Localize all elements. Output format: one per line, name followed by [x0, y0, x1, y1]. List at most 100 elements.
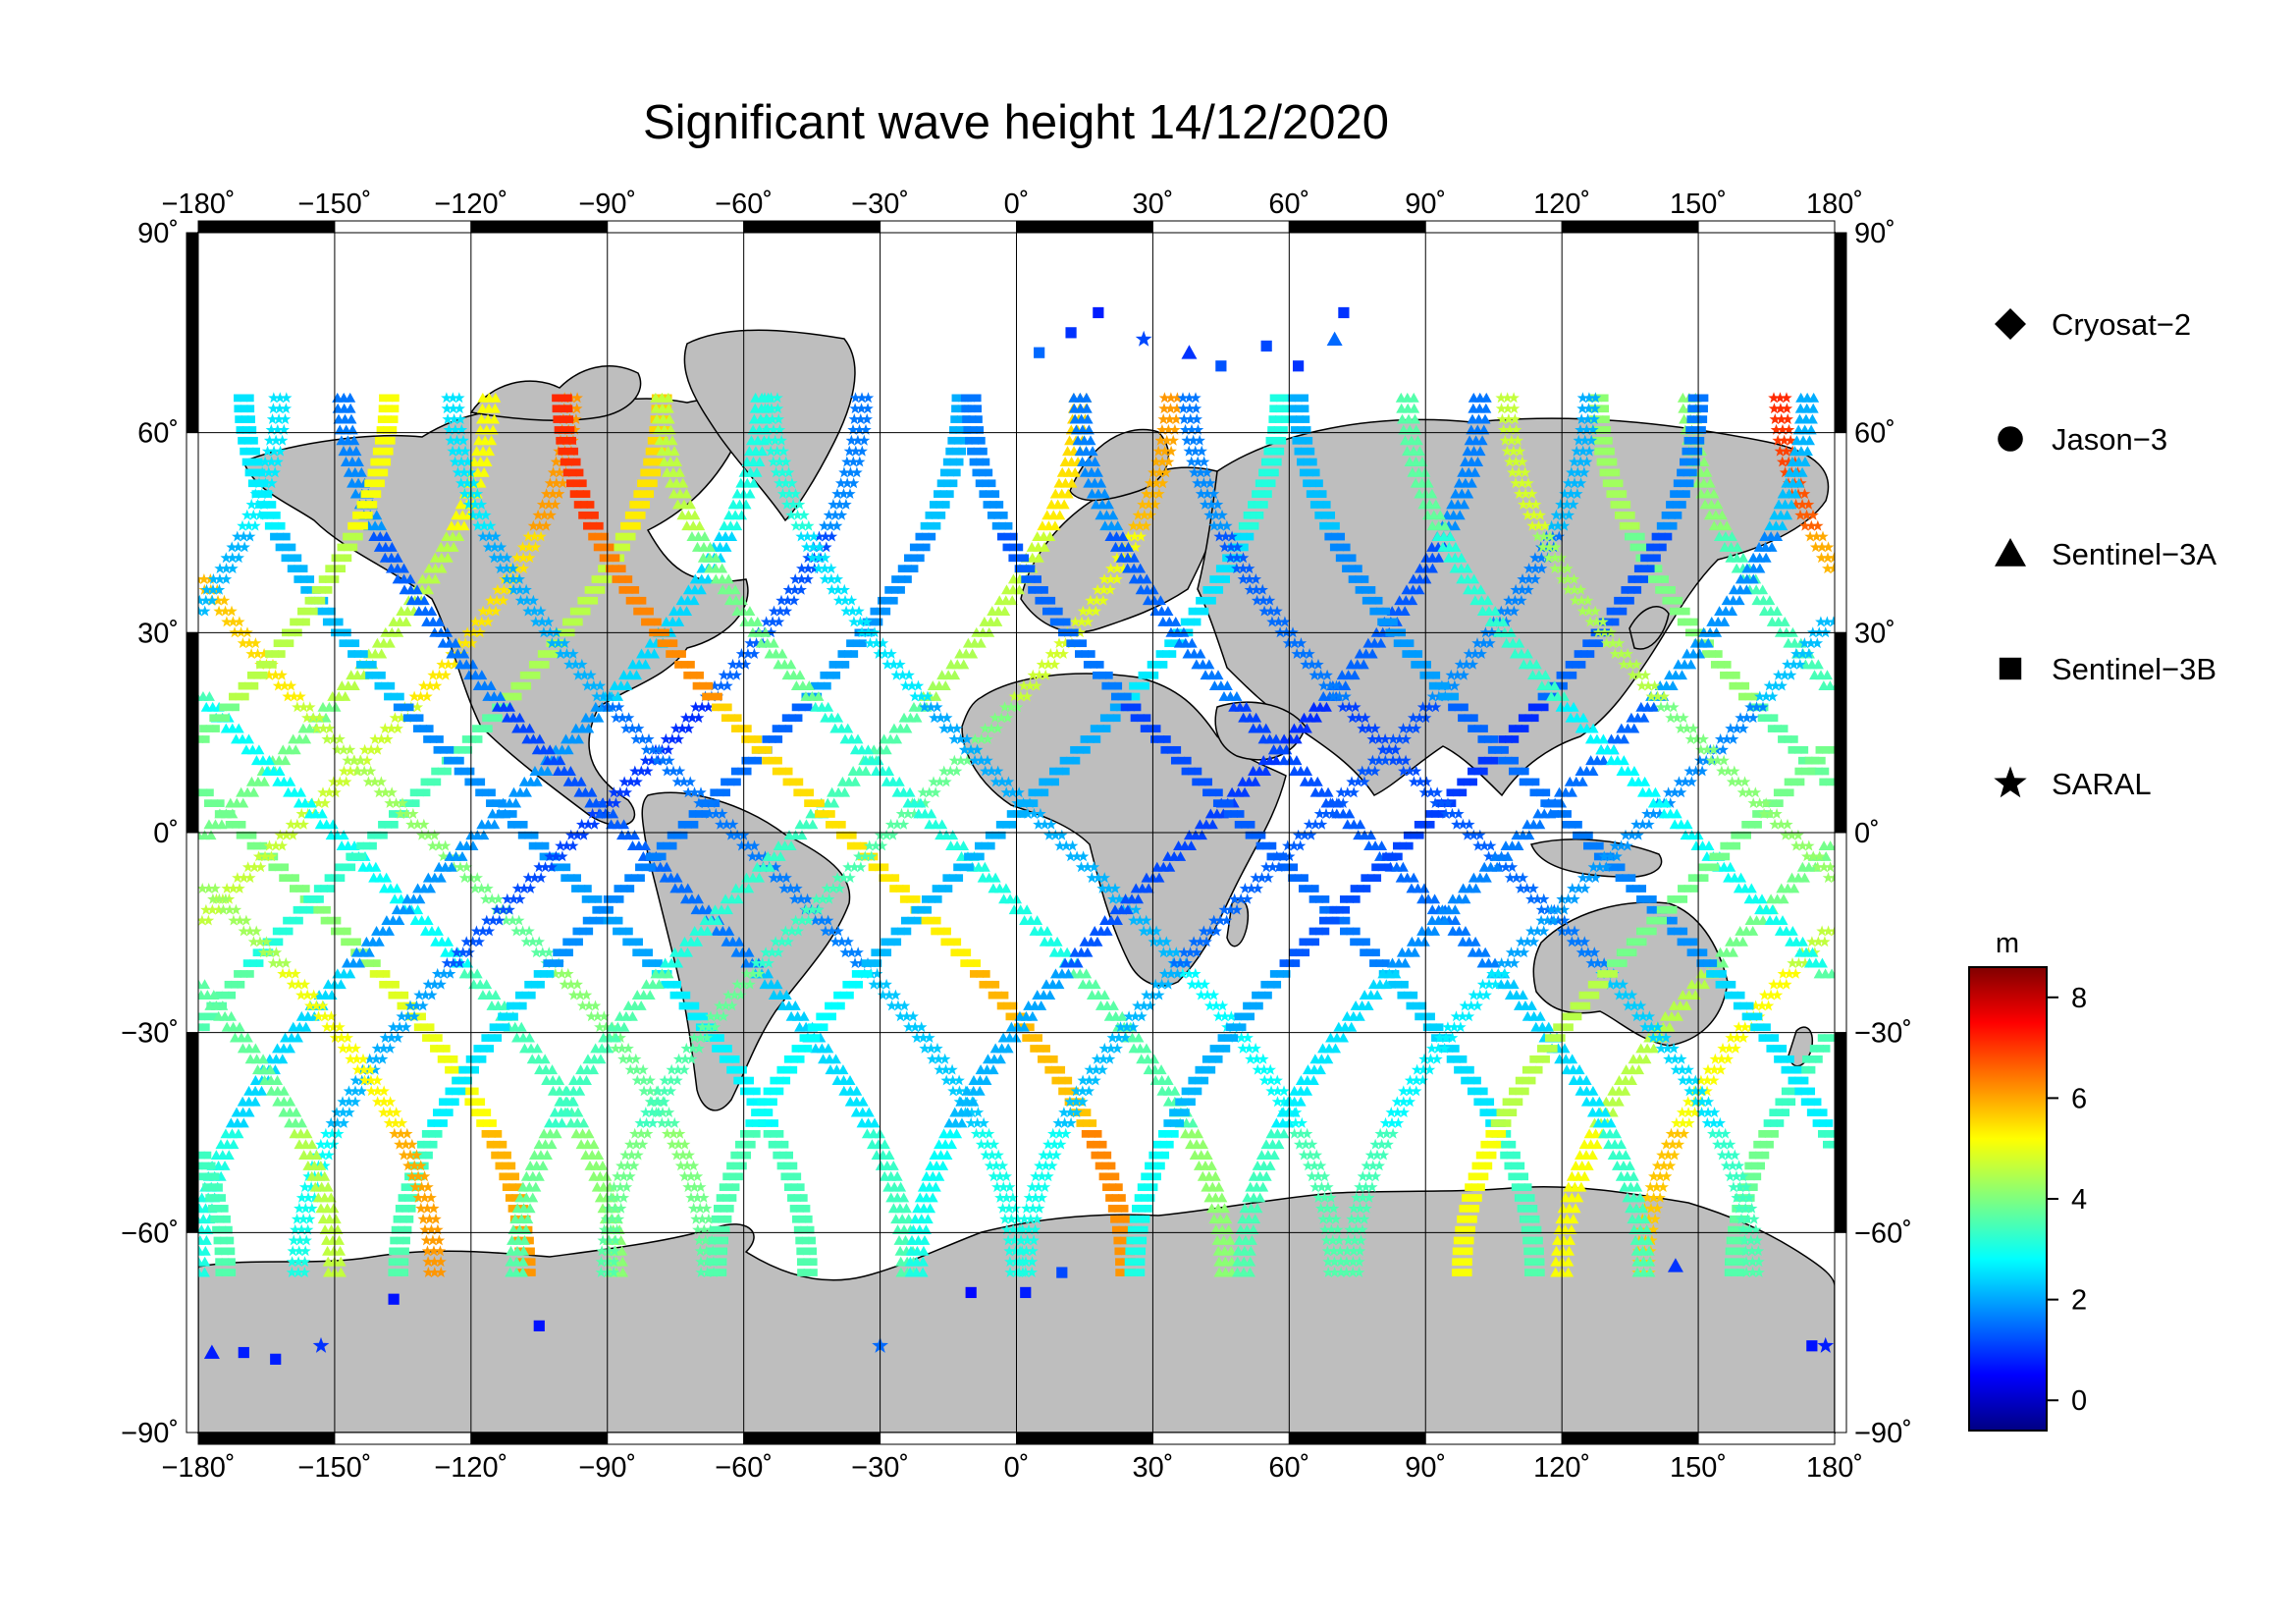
data-point-star — [853, 850, 865, 862]
data-point-triangle — [1209, 1170, 1221, 1181]
data-point-star — [586, 807, 599, 819]
data-point-star — [693, 1042, 705, 1054]
data-point-star — [694, 1202, 706, 1214]
data-point-star — [308, 1170, 321, 1182]
data-point-square — [1062, 618, 1071, 626]
data-point-square — [1708, 650, 1717, 658]
data-point-square — [721, 1236, 729, 1245]
data-point-star — [1251, 1053, 1263, 1064]
data-point-star — [467, 936, 479, 947]
data-point-square — [1055, 767, 1064, 776]
data-point-square — [868, 863, 877, 872]
data-point-square — [1087, 735, 1095, 743]
data-point-star — [695, 1181, 707, 1193]
data-point-square — [942, 458, 951, 466]
data-point-square — [912, 895, 921, 903]
data-point-star — [1708, 1063, 1721, 1075]
data-point-square — [679, 831, 688, 839]
frame-segment-top — [880, 220, 1017, 234]
data-point-square — [770, 1087, 777, 1096]
data-point-square — [806, 1225, 815, 1234]
data-point-square — [784, 725, 793, 732]
data-point-star — [1306, 1170, 1318, 1182]
data-point-triangle — [1613, 1096, 1625, 1107]
data-point-star — [451, 947, 462, 958]
data-point-star — [608, 786, 620, 798]
data-point-square — [1500, 1151, 1508, 1160]
data-point-star — [469, 498, 481, 510]
data-point-square — [259, 841, 268, 850]
data-point-star — [1004, 1181, 1016, 1193]
data-point-square — [826, 821, 833, 829]
data-point-star — [854, 616, 867, 627]
data-point-square — [504, 1012, 512, 1021]
data-point-square — [1150, 735, 1158, 743]
data-point-square — [288, 554, 295, 563]
data-point-square — [763, 1130, 772, 1138]
data-point-square — [234, 970, 241, 978]
data-point-star — [939, 1063, 952, 1075]
data-point-square — [464, 745, 473, 754]
data-point-triangle — [974, 1085, 986, 1096]
frame-segment-top — [1151, 220, 1290, 234]
data-point-square — [588, 895, 596, 903]
data-point-square — [510, 1012, 518, 1021]
data-point-square — [511, 1172, 520, 1181]
data-point-triangle — [1221, 1214, 1233, 1224]
data-point-star — [774, 477, 785, 489]
data-point-triangle — [981, 1075, 992, 1085]
data-point-star — [533, 861, 545, 873]
data-point-star — [497, 594, 509, 606]
data-point-triangle — [893, 776, 905, 786]
data-point-triangle — [233, 1128, 244, 1139]
data-point-star — [1143, 498, 1154, 510]
data-point-square — [1268, 841, 1277, 850]
data-point-triangle — [300, 733, 312, 744]
data-point-square — [855, 980, 864, 989]
data-point-square — [624, 511, 633, 519]
data-point-star — [782, 583, 794, 595]
data-point-square — [1602, 415, 1610, 423]
data-point-square — [321, 607, 330, 616]
data-point-star — [334, 732, 346, 744]
data-point-square — [285, 927, 294, 936]
data-point-star — [458, 466, 470, 478]
data-point-star — [848, 616, 860, 627]
data-point-square — [328, 607, 336, 616]
data-point-star — [551, 477, 562, 489]
data-point-star — [1660, 1170, 1673, 1182]
data-point-square — [1201, 607, 1209, 616]
data-point-star — [934, 712, 946, 724]
data-point-square — [1265, 436, 1274, 445]
data-point-square — [580, 501, 588, 509]
data-point-triangle — [613, 691, 624, 701]
data-point-star — [567, 989, 580, 1001]
data-point-star — [670, 1149, 683, 1161]
data-point-star — [780, 498, 793, 510]
data-point-square — [294, 565, 301, 573]
data-point-square — [440, 1119, 448, 1127]
data-point-triangle — [852, 733, 864, 744]
data-point-triangle — [586, 786, 598, 797]
data-point-star — [854, 456, 866, 467]
data-point-star — [447, 445, 458, 457]
data-point-triangle — [1187, 1117, 1199, 1128]
data-point-triangle — [1205, 1160, 1217, 1170]
data-point-square — [981, 841, 989, 850]
data-point-star — [544, 626, 557, 638]
data-point-square — [1467, 1087, 1475, 1096]
data-point-square — [648, 863, 656, 872]
data-point-star — [1783, 456, 1794, 467]
data-point-square — [889, 596, 898, 605]
data-point-square — [1057, 1065, 1066, 1074]
data-point-star — [1789, 967, 1802, 979]
data-point-square — [250, 436, 258, 445]
data-point-square — [210, 1012, 219, 1021]
data-point-square — [516, 681, 525, 690]
data-point-square — [633, 490, 642, 498]
data-point-star — [344, 743, 356, 755]
data-point-triangle — [721, 904, 733, 915]
data-point-star — [1327, 1202, 1340, 1214]
data-point-square — [712, 1045, 720, 1053]
data-point-square — [1459, 1055, 1468, 1063]
